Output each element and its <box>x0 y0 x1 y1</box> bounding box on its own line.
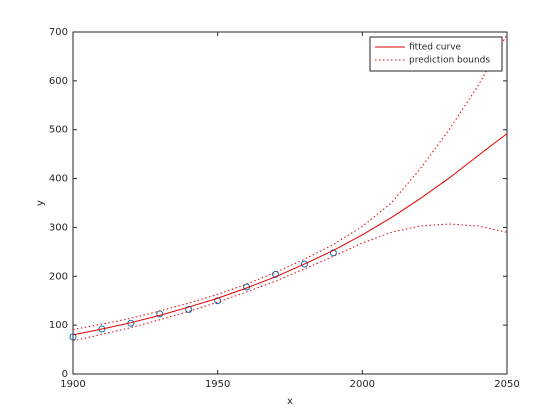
y-tick-label: 400 <box>49 174 68 185</box>
legend-label: fitted curve <box>409 43 462 53</box>
x-tick-label: 2000 <box>350 379 375 390</box>
data-point <box>98 325 106 333</box>
y-axis-label: y <box>35 200 46 206</box>
y-tick-label: 300 <box>49 222 68 233</box>
y-tick-label: 500 <box>49 125 68 136</box>
x-tick-label: 1900 <box>60 379 85 390</box>
y-tick-label: 600 <box>49 76 68 87</box>
x-tick-label: 1950 <box>205 379 230 390</box>
legend-label: prediction bounds <box>409 56 490 66</box>
data-point <box>69 333 77 341</box>
y-tick-label: 0 <box>62 369 68 380</box>
y-tick-label: 700 <box>49 27 68 38</box>
x-axis-label: x <box>287 396 293 407</box>
x-tick-label: 2050 <box>494 379 519 390</box>
y-tick-label: 200 <box>49 271 68 282</box>
plot-frame <box>72 31 508 375</box>
data-point <box>300 260 308 268</box>
legend-box <box>369 36 503 72</box>
series-line <box>72 133 508 336</box>
data-point <box>185 306 193 314</box>
y-tick-label: 100 <box>49 320 68 331</box>
data-point <box>272 270 280 278</box>
series-line-lower <box>72 223 508 342</box>
